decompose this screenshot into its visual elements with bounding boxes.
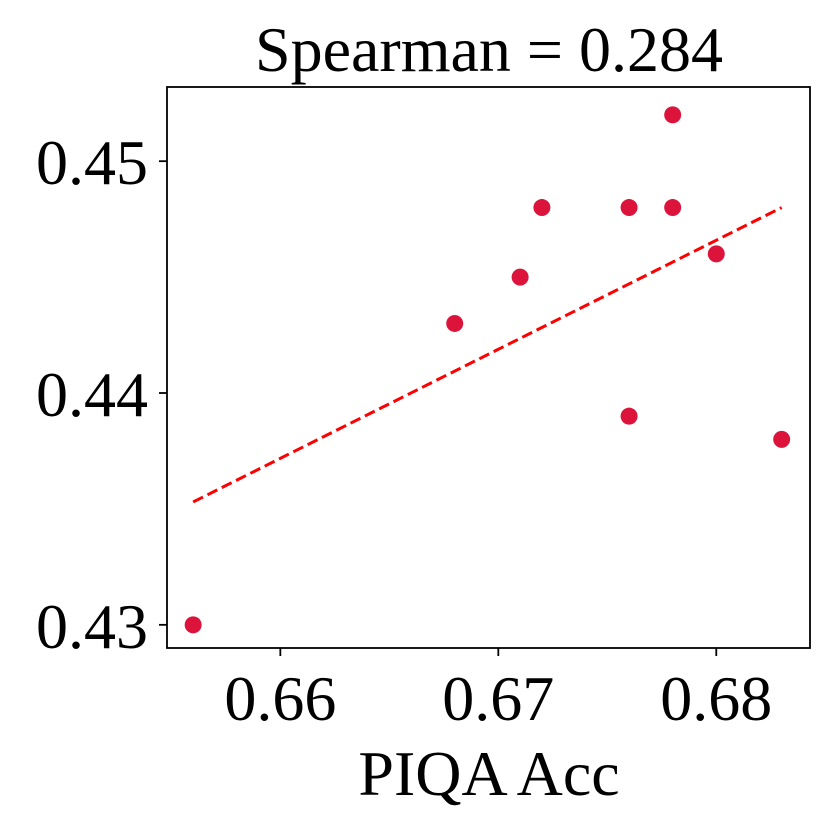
scatter-point [446,314,464,332]
x-axis-label: PIQA Acc [358,738,619,809]
x-tick-label: 0.67 [442,663,554,734]
scatter-point [511,268,529,286]
scatter-point [620,407,638,425]
chart-title: Spearman = 0.284 [255,14,723,85]
scatter-point [533,199,551,217]
y-tick-label: 0.45 [36,127,148,198]
scatter-point [184,616,202,634]
x-tick-label: 0.66 [224,663,336,734]
axes-frame [166,86,811,649]
plot-area [184,106,791,634]
trend-line [192,206,783,504]
y-tick-label: 0.44 [36,359,148,430]
axes: 0.66 0.67 0.68 0.43 0.44 0.45 [36,127,772,734]
x-tick-label: 0.68 [660,663,772,734]
scatter-point [664,199,682,217]
scatter-point [620,199,638,217]
y-tick-label: 0.43 [36,591,148,662]
scatter-point [664,106,682,124]
scatter-point [773,430,791,448]
scatter-point [707,245,725,263]
